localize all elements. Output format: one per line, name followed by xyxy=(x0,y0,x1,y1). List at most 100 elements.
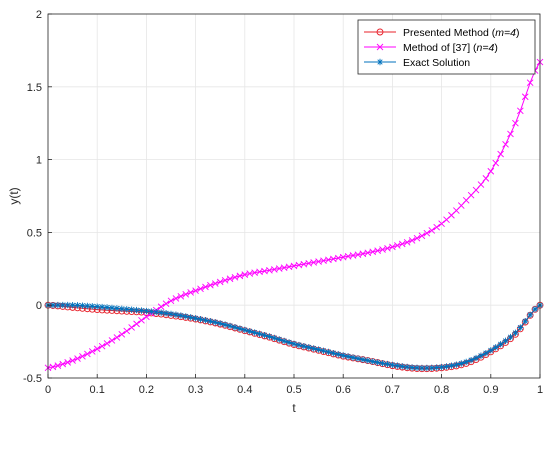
series-1-point-88 xyxy=(477,181,485,188)
series-1-point-92 xyxy=(497,150,504,158)
legend-marker-0 xyxy=(376,28,384,36)
series-1-point-74 xyxy=(408,237,416,244)
legend-label-end-1: ) xyxy=(494,42,498,54)
x-tick-label-10: 1 xyxy=(537,384,543,396)
series-1-point-95 xyxy=(512,119,519,127)
series-2-point-74 xyxy=(408,364,416,371)
series-2-point-24 xyxy=(162,310,170,317)
series-1-point-80 xyxy=(438,220,445,227)
series-2-point-85 xyxy=(463,358,470,366)
series-1-point-71 xyxy=(394,242,401,249)
series-2-point-98 xyxy=(526,311,534,318)
series-2-point-23 xyxy=(157,309,165,316)
series-2-point-41 xyxy=(246,328,253,335)
x-tick-label-5: 0.5 xyxy=(286,384,301,396)
series-2-point-70 xyxy=(389,361,396,369)
legend-item-1: Method of [37] (n=4) xyxy=(364,42,498,54)
series-2-point-62 xyxy=(349,354,357,361)
x-tick-label-9: 0.9 xyxy=(483,384,498,396)
series-2-point-58 xyxy=(330,349,337,357)
series-2-point-94 xyxy=(507,333,514,341)
legend-marker-1 xyxy=(376,43,384,51)
series-1-point-70 xyxy=(389,243,396,251)
x-tick-label-7: 0.7 xyxy=(385,384,400,396)
legend-label-1: Method of [37] (n=4) xyxy=(403,42,498,54)
series-2-point-79 xyxy=(433,364,440,371)
series-2-point-61 xyxy=(344,353,352,360)
y-axis-label: y(t) xyxy=(7,187,21,204)
series-2-point-50 xyxy=(290,340,298,347)
series-2-point-43 xyxy=(256,330,263,338)
series-2-point-90 xyxy=(487,347,494,354)
series-1-point-20 xyxy=(143,313,150,321)
series-1-point-19 xyxy=(138,316,145,324)
series-2-point-49 xyxy=(285,339,293,346)
series-2-point-6 xyxy=(74,302,81,309)
series-1-point-75 xyxy=(413,234,421,242)
series-1-point-9 xyxy=(88,348,96,355)
legend-label-main-1: Method of [37] ( xyxy=(403,42,477,54)
x-tick-label-1: 0.1 xyxy=(90,384,105,396)
series-1-point-6 xyxy=(74,355,81,362)
series-2-point-72 xyxy=(399,363,406,370)
series-1-point-89 xyxy=(482,175,490,182)
series-1-point-18 xyxy=(133,320,140,328)
series-1-point-96 xyxy=(517,107,524,115)
legend-label-italic-0: m=4 xyxy=(495,27,516,39)
y-tick-label-5: 2 xyxy=(36,9,42,21)
series-2-point-99 xyxy=(531,305,539,313)
series-2-point-76 xyxy=(418,364,426,372)
series-2-point-86 xyxy=(467,356,475,364)
series-2-point-45 xyxy=(266,333,273,340)
series-1-point-84 xyxy=(457,202,465,209)
series-2-point-75 xyxy=(413,364,421,372)
series-2-point-29 xyxy=(187,314,194,321)
series-2-point-32 xyxy=(202,317,209,324)
series-1-point-26 xyxy=(172,295,180,302)
series-1-point-79 xyxy=(433,223,440,231)
series-2-point-44 xyxy=(261,331,268,339)
series-2-point-4 xyxy=(64,301,71,309)
series-2-point-5 xyxy=(69,302,76,309)
series-2-point-96 xyxy=(517,324,524,331)
series-2-point-42 xyxy=(251,329,258,336)
series-2-point-37 xyxy=(226,322,234,330)
y-tick-label-1: 0 xyxy=(36,300,42,312)
series-1-point-15 xyxy=(118,331,126,338)
legend-label-italic-1: n=4 xyxy=(477,42,495,54)
series-1-point-2 xyxy=(54,362,62,369)
series-1-point-10 xyxy=(93,345,101,353)
series-2-point-88 xyxy=(477,352,485,359)
series-2-point-14 xyxy=(113,305,121,312)
series-2-point-77 xyxy=(423,364,431,372)
series-2-point-16 xyxy=(123,306,130,313)
series-1-point-90 xyxy=(487,167,495,175)
legend-item-0: Presented Method (m=4) xyxy=(364,27,519,39)
series-1-point-76 xyxy=(418,232,426,240)
series-1-point-5 xyxy=(69,357,76,364)
series-2-point-89 xyxy=(482,349,490,357)
series-1-point-86 xyxy=(467,191,475,199)
series-2-point-28 xyxy=(182,313,189,320)
series-1-point-93 xyxy=(502,140,509,148)
series-2-point-53 xyxy=(305,344,312,351)
legend-marker-2 xyxy=(376,58,384,66)
series-1-point-38 xyxy=(231,273,239,281)
legend-label-main-2: Exact Solution xyxy=(403,57,470,69)
series-2-point-20 xyxy=(143,307,150,315)
legend-item-2: Exact Solution xyxy=(364,57,470,69)
series-2-point-31 xyxy=(197,316,204,323)
y-tick-label-0: -0.5 xyxy=(23,373,42,385)
series-2-point-1 xyxy=(49,301,57,309)
x-tick-label-0: 0 xyxy=(45,384,51,396)
series-2-point-73 xyxy=(403,363,411,371)
series-1-point-39 xyxy=(236,272,244,280)
x-tick-label-4: 0.4 xyxy=(237,384,252,396)
series-2-point-8 xyxy=(84,302,91,310)
series-2-point-47 xyxy=(276,336,283,343)
series-1-point-78 xyxy=(428,227,436,234)
series-2-point-25 xyxy=(167,310,175,318)
x-tick-label-6: 0.6 xyxy=(336,384,351,396)
series-1-point-34 xyxy=(211,280,219,287)
